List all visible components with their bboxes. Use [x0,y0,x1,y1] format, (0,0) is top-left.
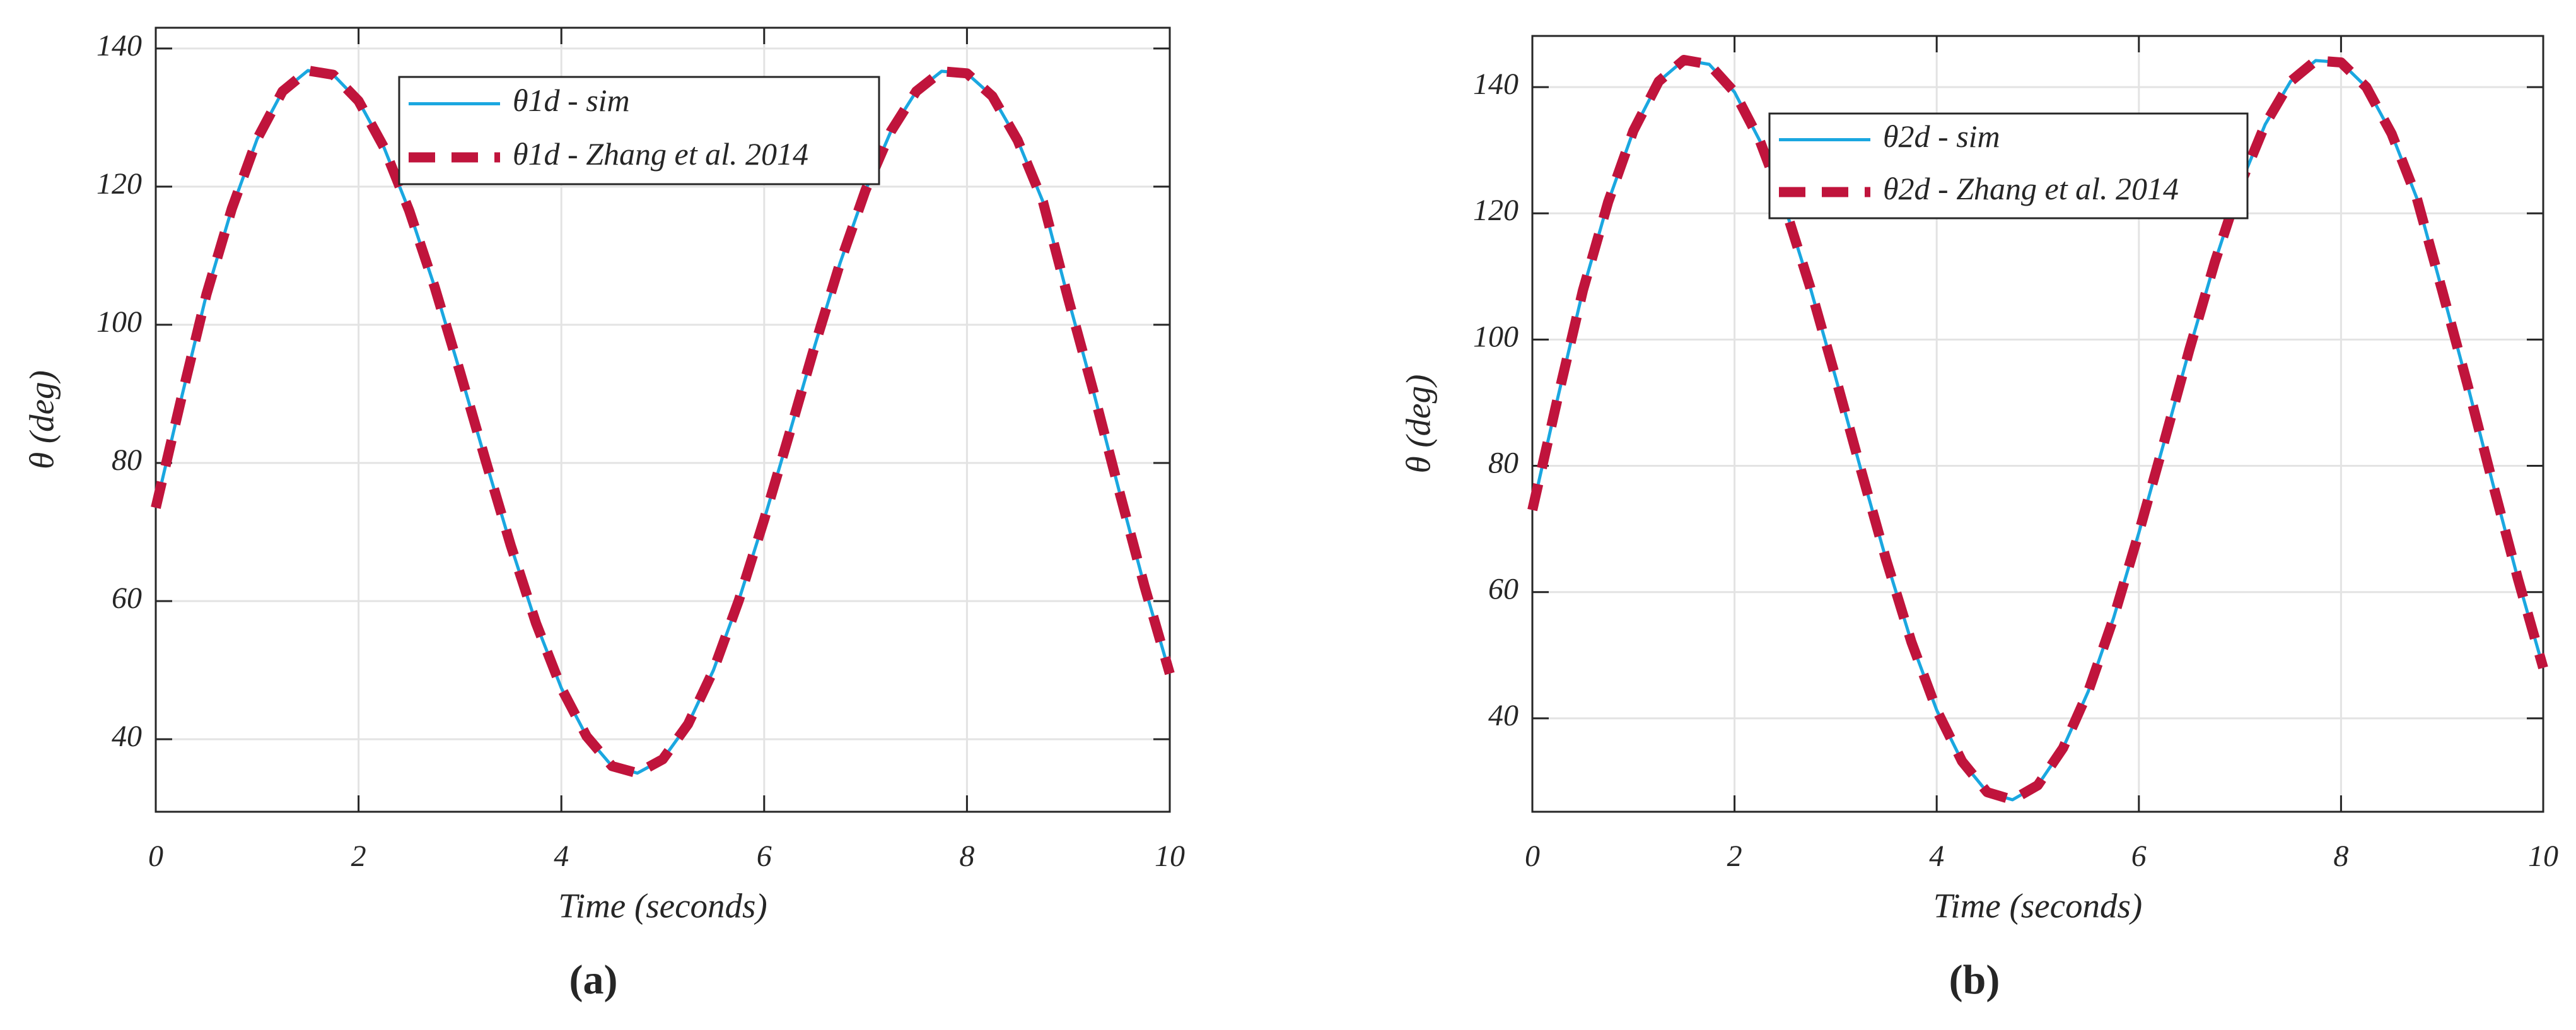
legend-label: θ1d - Zhang et al. 2014 [513,136,808,172]
x-tick-label: 0 [148,840,163,873]
legend-box [398,76,880,185]
plot-frame [1531,35,2544,813]
y-tick-label: 80 [112,443,142,477]
x-tick-label: 0 [1525,840,1540,873]
data-line [1527,55,2548,805]
x-axis-label: Time (seconds) [558,887,767,925]
x-tick-label: 6 [2131,840,2147,873]
legend-label: θ2d - Zhang et al. 2014 [1883,171,2179,206]
legend-box [1768,112,2249,219]
data-line [151,65,1175,778]
x-tick-label: 10 [2528,840,2558,873]
y-tick-label: 140 [96,29,142,62]
y-axis-label: θ (deg) [1399,375,1438,474]
plot-frame [154,26,1171,813]
y-tick-label: 100 [96,305,142,339]
y-tick-label: 100 [1473,320,1518,353]
legend-label: θ2d - sim [1883,119,2000,154]
x-tick-label: 8 [959,840,974,873]
x-tick-label: 4 [554,840,569,873]
x-tick-label: 2 [351,840,366,873]
legend-label: θ1d - sim [513,83,630,118]
legend: θ1d - sim θ1d - Zhang et al. 2014 [398,76,880,185]
y-tick-label: 60 [1488,573,1518,606]
x-tick-label: 10 [1155,840,1185,873]
y-tick-label: 80 [1488,447,1518,480]
y-tick-label: 40 [112,720,142,753]
y-tick-label: 140 [1473,67,1518,101]
x-tick-label: 2 [1727,840,1742,873]
legend: θ2d - sim θ2d - Zhang et al. 2014 [1768,112,2249,219]
y-tick-label: 120 [1473,194,1518,227]
x-tick-label: 8 [2333,840,2348,873]
y-axis-label: θ (deg) [23,370,61,469]
panel-label: (a) [569,957,618,1003]
x-tick-label: 6 [757,840,772,873]
x-tick-label: 4 [1929,840,1944,873]
panel-label: (b) [1949,957,2000,1003]
y-tick-label: 40 [1488,699,1518,732]
y-tick-label: 60 [112,582,142,615]
y-tick-label: 120 [96,167,142,201]
x-axis-label: Time (seconds) [1933,887,2142,925]
